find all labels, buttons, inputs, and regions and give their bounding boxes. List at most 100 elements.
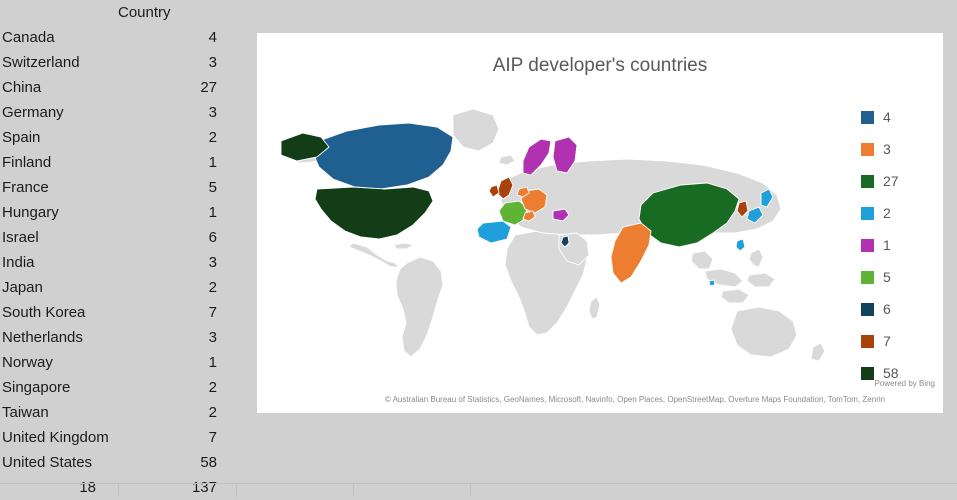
- table-row: Finland 1: [0, 150, 250, 175]
- cell-country-count: 2: [208, 379, 217, 396]
- map-highlighted-countries: [280, 122, 774, 287]
- cell-country-count: 27: [200, 79, 217, 96]
- legend-label: 7: [883, 333, 891, 349]
- legend-label: 6: [883, 301, 891, 317]
- map-chart-panel[interactable]: AIP developer's countries: [257, 33, 943, 413]
- cell-country-name: Taiwan: [2, 404, 49, 421]
- legend-item[interactable]: 4: [861, 101, 941, 133]
- cell-country-count: 3: [208, 329, 217, 346]
- legend-item[interactable]: 7: [861, 325, 941, 357]
- table-row: United Kingdom 7: [0, 425, 250, 450]
- cell-country-count: 5: [208, 179, 217, 196]
- table-header-row: Country: [0, 0, 250, 25]
- legend-swatch-icon: [861, 270, 874, 284]
- legend-item[interactable]: 6: [861, 293, 941, 325]
- cell-country-count: 4: [208, 29, 217, 46]
- map-country-taiwan: [735, 238, 746, 252]
- legend-item[interactable]: 5: [861, 261, 941, 293]
- gridline-vertical: [470, 483, 471, 497]
- legend-swatch-icon: [861, 142, 874, 156]
- map-country-switzerland: [522, 210, 536, 222]
- legend-item[interactable]: 27: [861, 165, 941, 197]
- cell-country-count: 3: [208, 54, 217, 71]
- map-country-spain: [476, 220, 512, 244]
- cell-country-name: Israel: [2, 229, 39, 246]
- cell-country-count: 3: [208, 104, 217, 121]
- cell-country-name: Hungary: [2, 204, 59, 221]
- map-country-uk-ireland-part: [488, 184, 500, 198]
- cell-country-count: 1: [208, 354, 217, 371]
- column-header-country: Country: [118, 4, 171, 21]
- cell-country-count: 3: [208, 254, 217, 271]
- table-row: Netherlands 3: [0, 325, 250, 350]
- cell-country-count: 2: [208, 129, 217, 146]
- legend-swatch-icon: [861, 302, 874, 316]
- legend-label: 58: [883, 365, 899, 381]
- legend-swatch-icon: [861, 238, 874, 252]
- legend-item[interactable]: 58: [861, 357, 941, 389]
- table-row: United States 58: [0, 450, 250, 475]
- map-country-canada: [312, 122, 454, 190]
- world-map-svg: [280, 108, 826, 362]
- map-country-alaska: [280, 132, 330, 162]
- legend-swatch-icon: [861, 110, 874, 124]
- cell-country-name: Spain: [2, 129, 41, 146]
- powered-by-bing-label: Powered by Bing: [874, 379, 935, 388]
- cell-country-name: France: [2, 179, 49, 196]
- table-row: Spain 2: [0, 125, 250, 150]
- gridline-vertical: [236, 483, 237, 497]
- table-row: Singapore 2: [0, 375, 250, 400]
- legend-swatch-icon: [861, 206, 874, 220]
- table-row: Switzerland 3: [0, 50, 250, 75]
- cell-country-count: 1: [208, 154, 217, 171]
- map-country-india: [610, 222, 652, 284]
- table-row: Germany 3: [0, 100, 250, 125]
- gridline-vertical: [353, 483, 354, 497]
- table-row: India 3: [0, 250, 250, 275]
- legend-item[interactable]: 2: [861, 197, 941, 229]
- table-row: Canada 4: [0, 25, 250, 50]
- table-row: Japan 2: [0, 275, 250, 300]
- cell-country-count: 58: [200, 454, 217, 471]
- chart-title: AIP developer's countries: [492, 55, 708, 76]
- map-country-france: [498, 200, 528, 226]
- legend-swatch-icon: [861, 334, 874, 348]
- cell-country-name: United States: [2, 454, 93, 471]
- gridline-horizontal: [0, 483, 957, 484]
- cell-country-name: Netherlands: [2, 329, 83, 346]
- map-country-israel: [560, 235, 570, 248]
- map-country-japan: [760, 188, 774, 208]
- legend-label: 27: [883, 173, 899, 189]
- legend-swatch-icon: [861, 366, 874, 380]
- legend-label: 5: [883, 269, 891, 285]
- cell-country-name: Japan: [2, 279, 43, 296]
- cell-country-count: 2: [208, 404, 217, 421]
- map-country-south-korea: [736, 200, 749, 218]
- table-row: Israel 6: [0, 225, 250, 250]
- legend-item[interactable]: 3: [861, 133, 941, 165]
- legend-label: 2: [883, 205, 891, 221]
- map-country-china: [638, 182, 740, 248]
- map-country-hungary: [552, 208, 570, 222]
- map-attribution: © Australian Bureau of Statistics, GeoNa…: [384, 395, 886, 404]
- cell-country-name: South Korea: [2, 304, 86, 321]
- cell-country-count: 7: [208, 304, 217, 321]
- map-country-finland: [552, 136, 578, 174]
- legend-swatch-icon: [861, 174, 874, 188]
- map-country-united-states: [314, 186, 434, 240]
- table-body: Canada 4 Switzerland 3 China 27 Germany 3 Spain 2…: [0, 25, 250, 475]
- map-country-netherlands: [516, 186, 530, 198]
- table-row: South Korea 7: [0, 300, 250, 325]
- cell-country-name: India: [2, 254, 35, 271]
- table-row: France 5: [0, 175, 250, 200]
- legend-item[interactable]: 1: [861, 229, 941, 261]
- world-map[interactable]: [257, 85, 857, 385]
- table-row: Norway 1: [0, 350, 250, 375]
- country-table: Country Canada 4 Switzerland 3 China 27 German…: [0, 0, 250, 497]
- map-country-singapore: [708, 279, 716, 287]
- table-row: Taiwan 2: [0, 400, 250, 425]
- cell-country-name: Germany: [2, 104, 64, 121]
- cell-country-count: 1: [208, 204, 217, 221]
- table-row: China 27: [0, 75, 250, 100]
- spreadsheet-gridlines: [0, 483, 957, 497]
